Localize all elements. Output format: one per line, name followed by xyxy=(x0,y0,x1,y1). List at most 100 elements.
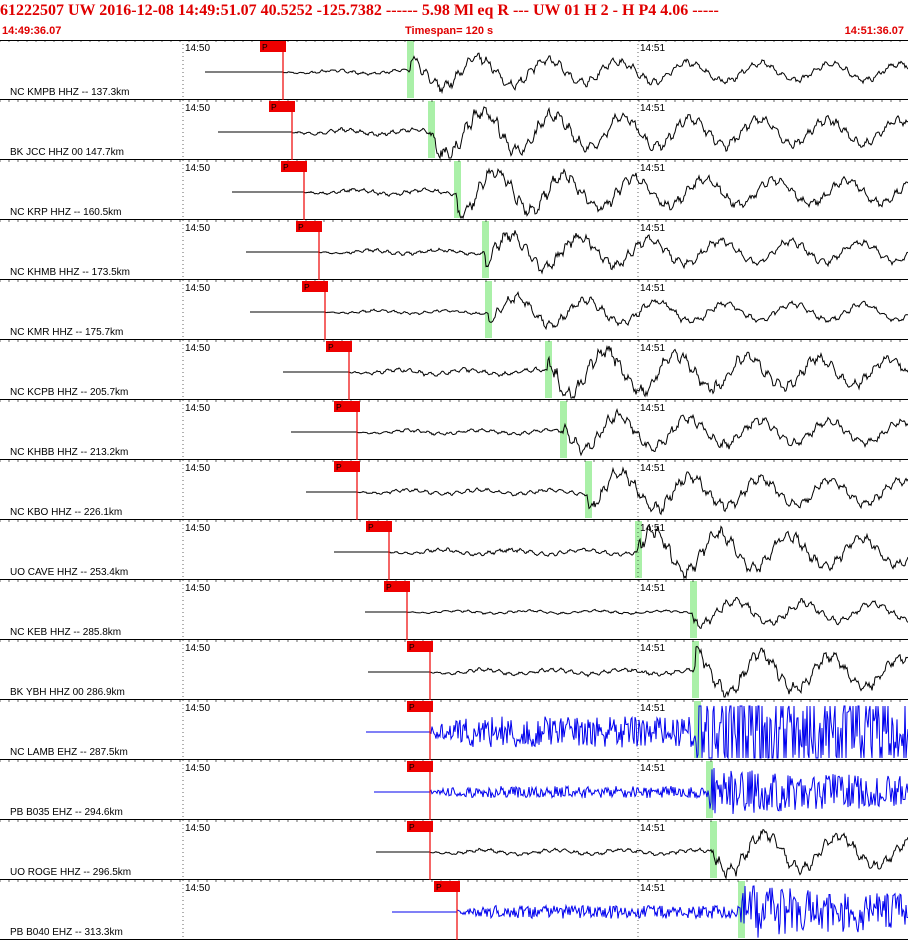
p-pick-label: P xyxy=(409,702,415,712)
minute-label: 14:50 xyxy=(185,523,210,534)
trace-row[interactable]: 14:50 14:51 NC KEB HHZ -- 285.8km P xyxy=(0,580,908,640)
p-pick-flag[interactable] xyxy=(407,701,433,712)
p-pick-label: P xyxy=(336,402,342,412)
p-pick-flag[interactable] xyxy=(281,161,307,172)
minute-label: 14:51 xyxy=(640,823,665,834)
trace-row[interactable]: 14:50 14:51 UO CAVE HHZ -- 253.4km P xyxy=(0,520,908,580)
minute-label: 14:51 xyxy=(640,523,665,534)
window-end-time: 14:51:36.07 xyxy=(844,25,904,37)
trace-row[interactable]: 14:50 14:51 UO ROGE HHZ -- 296.5km P xyxy=(0,820,908,880)
s-arrival-marker[interactable] xyxy=(706,761,713,818)
minute-label: 14:51 xyxy=(640,643,665,654)
station-label: NC LAMB EHZ -- 287.5km xyxy=(10,747,128,758)
p-pick-label: P xyxy=(436,882,442,892)
minute-label: 14:51 xyxy=(640,703,665,714)
waveform xyxy=(365,596,908,630)
waveform xyxy=(368,645,908,698)
s-arrival-marker[interactable] xyxy=(545,341,552,398)
minute-label: 14:51 xyxy=(640,43,665,54)
s-arrival-marker[interactable] xyxy=(482,221,489,278)
s-arrival-marker[interactable] xyxy=(690,581,697,638)
minute-label: 14:50 xyxy=(185,463,210,474)
seismogram-panel[interactable]: 14:50 14:51 NC KMPB HHZ -- 137.3km P 14:50 14… xyxy=(0,40,908,940)
station-label: NC KHMB HHZ -- 173.5km xyxy=(10,267,130,278)
p-pick-flag[interactable] xyxy=(302,281,328,292)
p-pick-label: P xyxy=(262,42,268,52)
station-label: BK YBH HHZ 00 286.9km xyxy=(10,687,125,698)
minute-label: 14:50 xyxy=(185,583,210,594)
station-label: NC KRP HHZ -- 160.5km xyxy=(10,207,122,218)
p-pick-label: P xyxy=(409,762,415,772)
waveform xyxy=(246,230,908,275)
trace-row[interactable]: 14:50 14:51 NC LAMB EHZ -- 287.5km P xyxy=(0,700,908,760)
minute-label: 14:50 xyxy=(185,43,210,54)
minute-label: 14:50 xyxy=(185,283,210,294)
waveform xyxy=(334,525,908,580)
waveform xyxy=(250,290,908,331)
station-label: BK JCC HHZ 00 147.7km xyxy=(10,147,124,158)
minute-label: 14:50 xyxy=(185,643,210,654)
p-pick-flag[interactable] xyxy=(384,581,410,592)
p-pick-flag[interactable] xyxy=(407,761,433,772)
minute-label: 14:51 xyxy=(640,163,665,174)
p-pick-flag[interactable] xyxy=(407,641,433,652)
p-pick-label: P xyxy=(328,342,334,352)
minute-label: 14:51 xyxy=(640,103,665,114)
trace-row[interactable]: 14:50 14:51 NC KRP HHZ -- 160.5km P xyxy=(0,160,908,220)
station-label: NC KMR HHZ -- 175.7km xyxy=(10,327,123,338)
p-pick-flag[interactable] xyxy=(326,341,352,352)
minute-label: 14:51 xyxy=(640,763,665,774)
minute-label: 14:50 xyxy=(185,223,210,234)
p-pick-flag[interactable] xyxy=(334,401,360,412)
trace-row[interactable]: 14:50 14:51 NC KBO HHZ -- 226.1km P xyxy=(0,460,908,520)
waveform xyxy=(291,408,908,457)
trace-row[interactable]: 14:50 14:51 BK JCC HHZ 00 147.7km P xyxy=(0,100,908,160)
p-pick-flag[interactable] xyxy=(260,41,286,52)
waveform xyxy=(366,705,908,760)
trace-row[interactable]: 14:50 14:51 NC KHBB HHZ -- 213.2km P xyxy=(0,400,908,460)
s-arrival-marker[interactable] xyxy=(454,161,461,218)
event-title: 61222507 UW 2016-12-08 14:49:51.07 40.52… xyxy=(0,2,719,19)
minute-label: 14:50 xyxy=(185,763,210,774)
s-arrival-marker[interactable] xyxy=(428,101,435,158)
trace-row[interactable]: 14:50 14:51 NC KCPB HHZ -- 205.7km P xyxy=(0,340,908,400)
trace-row[interactable]: 14:50 14:51 NC KMR HHZ -- 175.7km P xyxy=(0,280,908,340)
p-pick-label: P xyxy=(368,522,374,532)
s-arrival-marker[interactable] xyxy=(585,461,592,518)
station-label: NC KMPB HHZ -- 137.3km xyxy=(10,87,129,98)
s-arrival-marker[interactable] xyxy=(635,521,642,578)
p-pick-flag[interactable] xyxy=(296,221,322,232)
p-pick-label: P xyxy=(409,822,415,832)
minute-label: 14:50 xyxy=(185,103,210,114)
p-pick-label: P xyxy=(271,102,277,112)
s-arrival-marker[interactable] xyxy=(694,701,701,758)
minute-label: 14:50 xyxy=(185,343,210,354)
trace-row[interactable]: 14:50 14:51 BK YBH HHZ 00 286.9km P xyxy=(0,640,908,700)
event-header: 61222507 UW 2016-12-08 14:49:51.07 40.52… xyxy=(0,0,908,41)
trace-row[interactable]: 14:50 14:51 PB B040 EHZ -- 313.3km P xyxy=(0,880,908,940)
p-pick-flag[interactable] xyxy=(269,101,295,112)
waveform xyxy=(232,167,908,220)
waveform xyxy=(205,52,908,95)
s-arrival-marker[interactable] xyxy=(485,281,492,338)
s-arrival-marker[interactable] xyxy=(692,641,699,698)
window-start-time: 14:49:36.07 xyxy=(2,25,62,37)
p-pick-flag[interactable] xyxy=(334,461,360,472)
trace-row[interactable]: 14:50 14:51 NC KMPB HHZ -- 137.3km P xyxy=(0,40,908,100)
minute-label: 14:50 xyxy=(185,703,210,714)
trace-row[interactable]: 14:50 14:51 NC KHMB HHZ -- 173.5km P xyxy=(0,220,908,280)
waveform xyxy=(306,466,908,516)
p-pick-flag[interactable] xyxy=(407,821,433,832)
trace-row[interactable]: 14:50 14:51 PB B035 EHZ -- 294.6km P xyxy=(0,760,908,820)
p-pick-label: P xyxy=(409,642,415,652)
s-arrival-marker[interactable] xyxy=(710,821,717,878)
waveform xyxy=(218,106,908,160)
minute-label: 14:50 xyxy=(185,823,210,834)
p-pick-flag[interactable] xyxy=(434,881,460,892)
p-pick-label: P xyxy=(336,462,342,472)
p-pick-flag[interactable] xyxy=(366,521,392,532)
minute-label: 14:50 xyxy=(185,163,210,174)
p-pick-label: P xyxy=(283,162,289,172)
minute-label: 14:51 xyxy=(640,463,665,474)
